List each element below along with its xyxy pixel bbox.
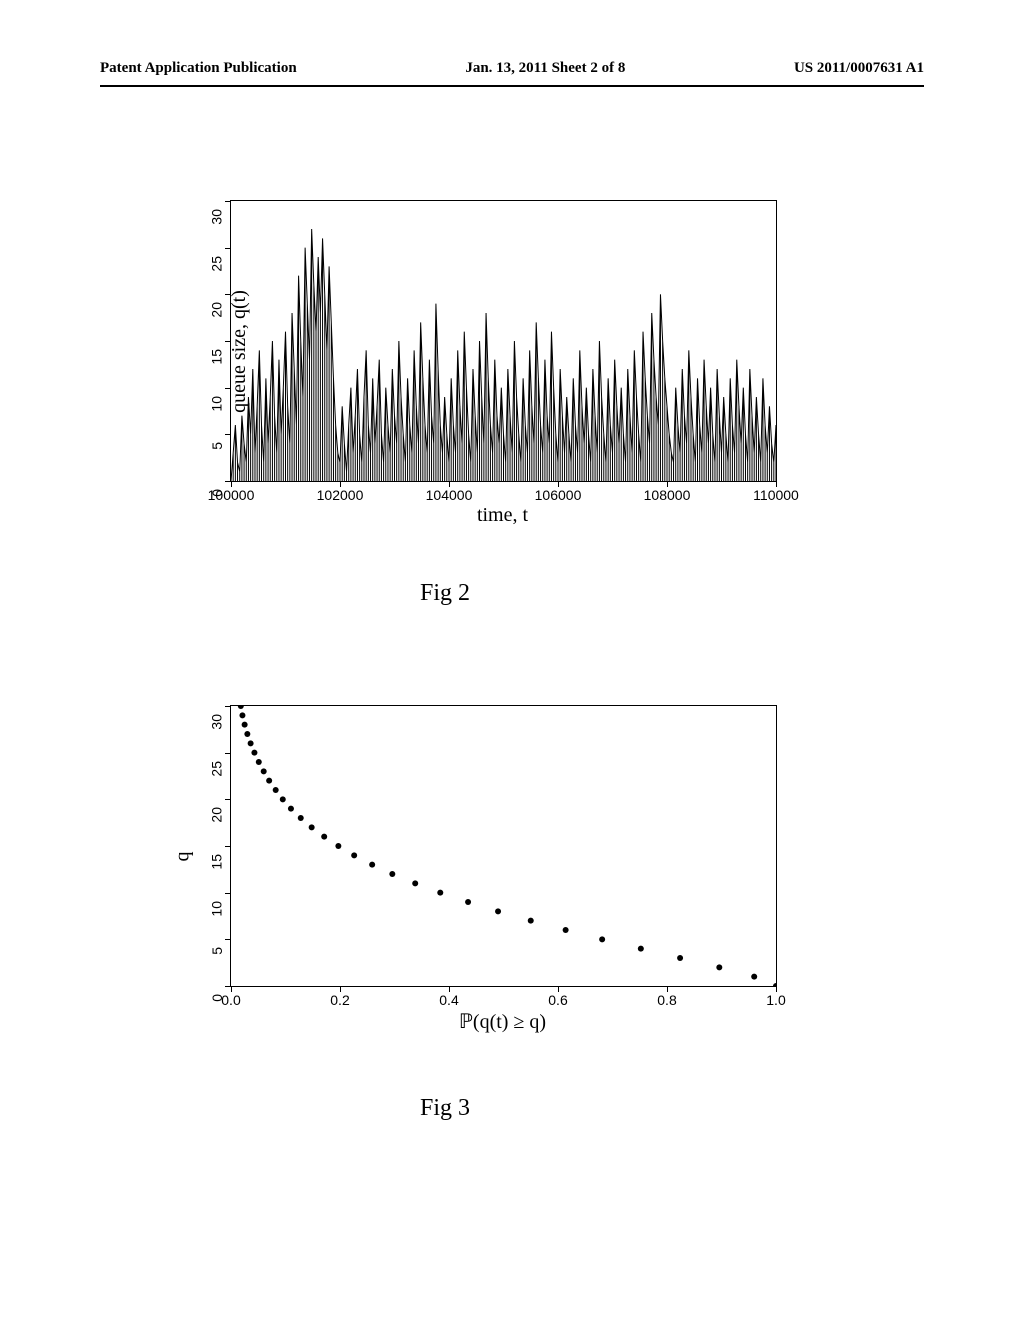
- data-point: [773, 983, 776, 986]
- data-point: [563, 927, 569, 933]
- data-point: [261, 768, 267, 774]
- ytick-label: 5: [209, 442, 225, 450]
- data-point: [273, 787, 279, 793]
- data-point: [351, 852, 357, 858]
- data-point: [248, 740, 254, 746]
- xtick-label: 102000: [317, 487, 364, 503]
- queue-trace: [231, 229, 776, 481]
- data-point: [266, 778, 272, 784]
- header-center: Jan. 13, 2011 Sheet 2 of 8: [465, 60, 625, 77]
- data-point: [288, 806, 294, 812]
- line-svg: [231, 201, 776, 481]
- header-left: Patent Application Publication: [100, 60, 297, 77]
- xtick-label: 0.0: [221, 992, 240, 1008]
- xtick-label: 0.4: [439, 992, 458, 1008]
- fig3-ylabel-text: q: [172, 852, 194, 862]
- xtick-label: 100000: [208, 487, 255, 503]
- fig3-xlabel: ℙ(q(t) ≥ q): [230, 1009, 775, 1034]
- data-point: [465, 899, 471, 905]
- ytick-label: 30: [209, 209, 225, 225]
- xtick-label: 0.6: [548, 992, 567, 1008]
- ytick-label: 5: [209, 947, 225, 955]
- ytick-label: 25: [209, 761, 225, 777]
- fig3-plot-frame: 0510152025300.00.20.40.60.81.0: [230, 705, 777, 987]
- data-point: [412, 880, 418, 886]
- ytick-label: 20: [209, 807, 225, 823]
- xtick-label: 104000: [426, 487, 473, 503]
- data-point: [389, 871, 395, 877]
- data-point: [298, 815, 304, 821]
- fig3-caption: Fig 3: [420, 1095, 470, 1122]
- data-point: [335, 843, 341, 849]
- data-point: [751, 974, 757, 980]
- fig2-caption: Fig 2: [420, 580, 470, 607]
- header-rule: [100, 85, 924, 87]
- fig2-ylabel-text: queue size, q(t): [228, 290, 250, 413]
- data-point: [244, 731, 250, 737]
- data-point: [638, 946, 644, 952]
- page-header: Patent Application Publication Jan. 13, …: [0, 60, 1024, 77]
- data-point: [716, 964, 722, 970]
- xtick-label: 108000: [644, 487, 691, 503]
- ytick-label: 10: [209, 901, 225, 917]
- data-point: [495, 908, 501, 914]
- xtick-label: 110000: [753, 487, 799, 503]
- fig2-plot-frame: 0510152025301000001020001040001060001080…: [230, 200, 777, 482]
- figure-3: 0510152025300.00.20.40.60.81.0 q ℙ(q(t) …: [160, 700, 780, 1040]
- data-point: [280, 796, 286, 802]
- data-point: [321, 834, 327, 840]
- ytick-label: 15: [209, 854, 225, 870]
- ytick-label: 20: [209, 302, 225, 318]
- data-point: [599, 936, 605, 942]
- xtick-label: 1.0: [766, 992, 785, 1008]
- data-point: [238, 706, 244, 709]
- fig2-xlabel-text: time, t: [477, 504, 528, 526]
- fig3-ylabel: q: [172, 852, 195, 862]
- ytick-label: 30: [209, 714, 225, 730]
- fig2-xlabel: time, t: [230, 504, 775, 527]
- xtick-label: 106000: [535, 487, 582, 503]
- data-point: [242, 722, 248, 728]
- figure-2: 0510152025301000001020001040001060001080…: [160, 195, 780, 535]
- ytick-label: 15: [209, 349, 225, 365]
- data-point: [528, 918, 534, 924]
- data-point: [256, 759, 262, 765]
- fig3-xlabel-text: ℙ(q(t) ≥ q): [459, 1011, 546, 1033]
- xtick-label: 0.2: [330, 992, 349, 1008]
- data-point: [369, 862, 375, 868]
- ytick-label: 10: [209, 396, 225, 412]
- header-right: US 2011/0007631 A1: [794, 60, 924, 77]
- data-point: [437, 890, 443, 896]
- scatter-svg: [231, 706, 776, 986]
- ytick-label: 25: [209, 256, 225, 272]
- xtick-label: 0.8: [657, 992, 676, 1008]
- data-point: [677, 955, 683, 961]
- data-point: [309, 824, 315, 830]
- data-point: [239, 712, 245, 718]
- fig2-ylabel: queue size, q(t): [228, 290, 251, 413]
- data-point: [251, 750, 257, 756]
